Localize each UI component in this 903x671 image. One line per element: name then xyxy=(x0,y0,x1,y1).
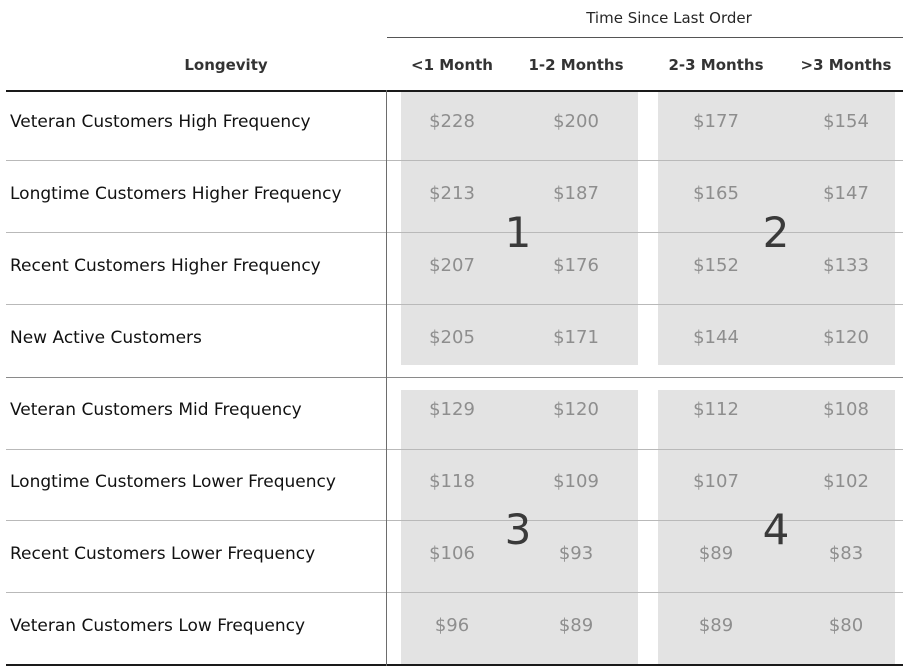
quadrant-number-3: 3 xyxy=(504,505,532,554)
value-cell: $89 xyxy=(698,543,734,564)
group-header-title: Time Since Last Order xyxy=(586,9,752,27)
value-cell: $207 xyxy=(429,255,475,276)
row-divider xyxy=(6,232,903,233)
value-cell: $177 xyxy=(693,111,739,132)
row-label: Veteran Customers High Frequency xyxy=(10,112,311,132)
row-divider xyxy=(6,520,903,521)
quadrant-number-1: 1 xyxy=(504,208,532,257)
value-cell: $80 xyxy=(828,615,864,636)
value-cell: $171 xyxy=(553,327,599,348)
value-cell: $154 xyxy=(823,111,869,132)
value-cell: $152 xyxy=(693,255,739,276)
row-label: Recent Customers Lower Frequency xyxy=(10,544,316,564)
column-header: 2-3 Months xyxy=(668,56,764,74)
value-cell: $109 xyxy=(553,471,599,492)
value-cell: $106 xyxy=(429,543,475,564)
value-cell: $107 xyxy=(693,471,739,492)
value-cell: $89 xyxy=(558,615,594,636)
row-label: Recent Customers Higher Frequency xyxy=(10,256,321,276)
quadrant-2-background xyxy=(658,92,895,365)
row-divider xyxy=(6,449,903,450)
value-cell: $118 xyxy=(429,471,475,492)
column-header: >3 Months xyxy=(800,56,892,74)
quadrant-number-2: 2 xyxy=(762,208,790,257)
table-bottom-rule xyxy=(6,664,903,666)
value-cell: $96 xyxy=(434,615,470,636)
quadrant-number-4: 4 xyxy=(762,505,790,554)
value-cell: $108 xyxy=(823,399,869,420)
row-header-longevity: Longevity xyxy=(184,56,268,74)
value-cell: $200 xyxy=(553,111,599,132)
value-cell: $213 xyxy=(429,183,475,204)
row-divider xyxy=(6,160,903,161)
row-label: Longtime Customers Lower Frequency xyxy=(10,472,336,492)
value-cell: $176 xyxy=(553,255,599,276)
value-cell: $228 xyxy=(429,111,475,132)
value-cell: $120 xyxy=(553,399,599,420)
row-label: Veteran Customers Mid Frequency xyxy=(10,400,302,420)
value-cell: $144 xyxy=(693,327,739,348)
column-header: <1 Month xyxy=(411,56,493,74)
header-bottom-rule xyxy=(6,90,903,92)
quadrant-4-background xyxy=(658,390,895,666)
group-header-rule xyxy=(387,37,903,38)
value-cell: $205 xyxy=(429,327,475,348)
row-divider xyxy=(6,377,903,378)
value-cell: $102 xyxy=(823,471,869,492)
quadrant-1-background xyxy=(401,92,638,365)
value-cell: $133 xyxy=(823,255,869,276)
value-cell: $93 xyxy=(558,543,594,564)
value-cell: $187 xyxy=(553,183,599,204)
value-cell: $165 xyxy=(693,183,739,204)
row-divider xyxy=(6,592,903,593)
row-divider xyxy=(6,304,903,305)
column-header: 1-2 Months xyxy=(528,56,624,74)
row-label: Veteran Customers Low Frequency xyxy=(10,616,306,636)
quadrant-3-background xyxy=(401,390,638,666)
row-label: Longtime Customers Higher Frequency xyxy=(10,184,342,204)
value-cell: $112 xyxy=(693,399,739,420)
row-label: New Active Customers xyxy=(10,328,202,348)
value-cell: $147 xyxy=(823,183,869,204)
value-cell: $120 xyxy=(823,327,869,348)
value-cell: $83 xyxy=(828,543,864,564)
value-cell: $129 xyxy=(429,399,475,420)
value-cell: $89 xyxy=(698,615,734,636)
label-column-separator xyxy=(386,90,387,666)
